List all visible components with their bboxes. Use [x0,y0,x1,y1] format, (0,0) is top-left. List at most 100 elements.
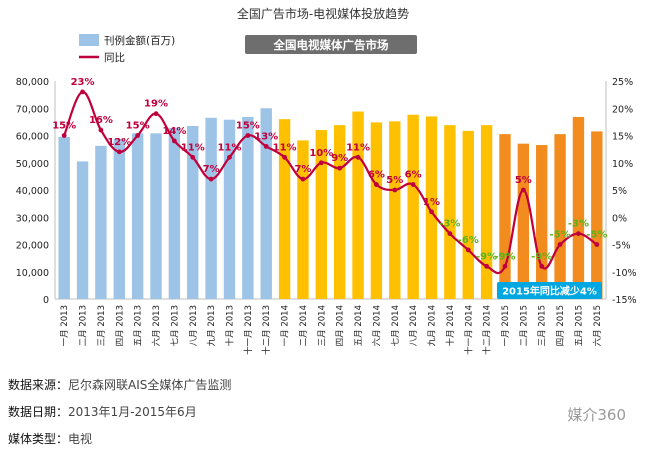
y-right-tick-label: 5% [612,186,627,197]
callout-text: 2015年同比减少4% [502,285,597,298]
y-left-tick-label: 0 [43,295,49,306]
callout-box [497,282,602,299]
media-line: 媒体类型：电视 [8,430,92,447]
yoy-point [80,89,85,95]
bar [389,121,401,299]
yoy-label: -5% [586,230,607,241]
chart-title: 全国电视媒体广告市场 [273,38,389,52]
x-tick-label: 三月 2014 [317,305,327,346]
yoy-point [594,242,600,247]
date-label: 数据日期： [8,405,69,419]
yoy-label: 6% [405,170,422,181]
media-value: 电视 [68,432,93,446]
x-tick-label: 五月 2014 [354,305,364,346]
yoy-label: 15% [52,121,76,132]
yoy-label: -9% [476,251,497,262]
x-tick-label: 二月 2014 [299,305,309,346]
media-label: 媒体类型： [8,432,69,446]
yoy-label: 7% [294,164,311,175]
yoy-point [282,154,287,160]
yoy-label: 11% [346,142,370,153]
chart-title-badge [245,35,417,54]
yoy-point [502,263,508,269]
yoy-label: 7% [203,164,220,175]
bar [205,117,217,299]
yoy-label: 10% [309,148,333,159]
y-right-tick-label: -15% [612,295,637,306]
yoy-point [410,182,416,187]
source-value: 尼尔森网联AIS全媒体广告监测 [68,378,232,392]
bar [517,143,530,299]
bar [95,145,107,299]
y-left-tick-label: 20,000 [16,241,49,252]
yoy-point [557,242,563,247]
x-tick-label: 六月 2014 [371,305,382,346]
yoy-point [300,176,306,182]
y-right-tick-label: -10% [612,268,637,279]
yoy-label: 15% [236,121,260,132]
x-tick-label: 十二月 2014 [482,305,493,355]
yoy-point [465,247,471,253]
yoy-point [447,231,453,237]
x-tick-label: 三月 2013 [97,305,107,346]
yoy-point [392,187,398,193]
yoy-point [337,165,343,171]
page-title: 全国广告市场-电视媒体投放趋势 [236,7,410,21]
yoy-label: 9% [331,153,348,164]
yoy-label: 11% [218,142,242,153]
x-tick-label: 七月 2013 [170,305,180,346]
yoy-label: 16% [89,115,113,126]
y-right-tick-label: -5% [612,241,631,252]
y-left-tick-label: 60,000 [16,132,49,143]
bar [168,127,181,300]
yoy-label: 6% [368,170,385,181]
bar [315,130,328,299]
x-tick-label: 四月 2013 [115,305,125,346]
bar [113,138,125,299]
bar [223,119,236,299]
x-tick-label: 三月 2015 [538,305,548,346]
legend-bar-swatch [79,34,99,46]
yoy-point [190,154,196,160]
bar [260,108,272,299]
y-left-tick-label: 40,000 [16,186,49,197]
source-label: 数据来源： [8,378,69,392]
yoy-point [208,176,214,182]
bar [333,125,346,300]
y-left-tick-label: 30,000 [16,213,49,224]
x-tick-label: 一月 2015 [501,305,511,346]
x-tick-label: 二月 2015 [519,305,529,346]
x-tick-label: 九月 2014 [428,305,438,346]
bar [425,116,438,299]
source-line: 数据来源：尼尔森网联AIS全媒体广告监测 [8,376,231,393]
x-tick-label: 一月 2013 [60,305,70,346]
x-tick-label: 四月 2015 [556,305,566,346]
x-tick-label: 六月 2013 [151,305,162,346]
bar [554,134,566,299]
yoy-label: -9% [494,251,515,262]
bar [591,131,603,299]
x-tick-label: 十月 2014 [445,305,456,346]
x-tick-label: 十二月 2013 [261,305,272,355]
yoy-point [520,187,526,193]
x-tick-label: 六月 2015 [592,305,603,346]
yoy-label: -6% [458,235,479,246]
yoy-point [153,111,159,117]
date-line: 数据日期：2013年1月-2015年6月 [8,403,197,420]
y-right-tick-label: 10% [612,159,633,170]
yoy-point [98,127,104,133]
bar [242,116,254,299]
bar [297,140,309,299]
yoy-label: 5% [386,175,403,186]
bar [131,133,144,299]
x-tick-label: 七月 2014 [391,305,401,346]
yoy-point [135,133,141,138]
yoy-point [171,138,177,144]
yoy-point [484,263,490,269]
yoy-label: 15% [126,121,150,132]
y-left-tick-label: 70,000 [16,104,49,115]
yoy-label: -9% [531,251,552,262]
yoy-label: 12% [107,137,131,148]
y-left-tick-label: 50,000 [16,159,49,170]
yoy-label: 5% [515,175,532,186]
